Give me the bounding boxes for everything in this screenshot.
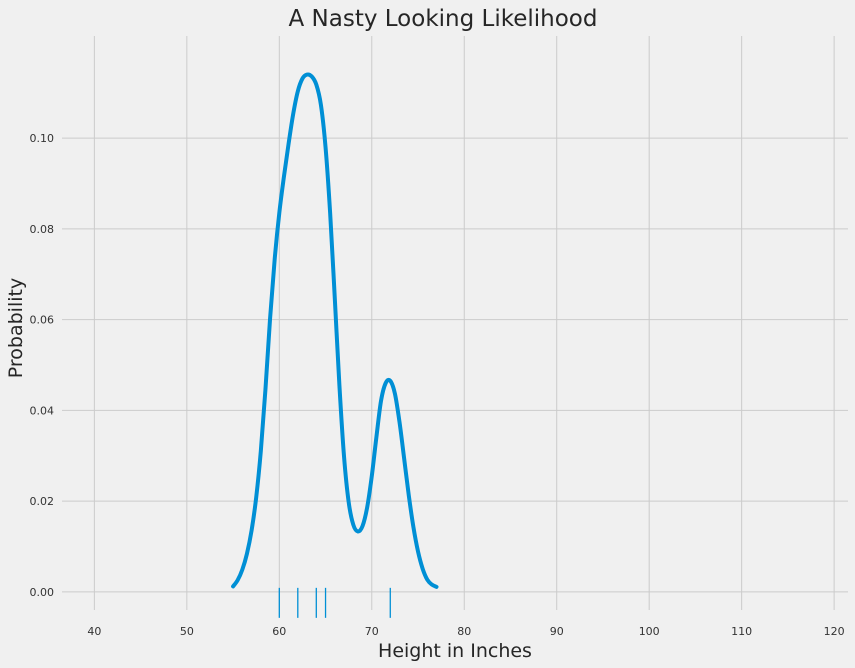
y-tick-labels: 0.00 0.02 0.04 0.06 0.08 0.10	[30, 132, 55, 599]
x-tick-label: 120	[824, 625, 845, 638]
y-tick-label: 0.02	[30, 495, 55, 508]
y-tick-label: 0.10	[30, 132, 55, 145]
chart-title: A Nasty Looking Likelihood	[289, 6, 598, 32]
gridlines	[62, 36, 848, 610]
y-tick-label: 0.08	[30, 223, 55, 236]
x-tick-label: 40	[87, 625, 101, 638]
y-tick-label: 0.00	[30, 586, 55, 599]
likelihood-curve	[231, 72, 439, 589]
x-tick-label: 100	[639, 625, 660, 638]
y-tick-label: 0.06	[30, 314, 55, 327]
x-tick-label: 110	[731, 625, 752, 638]
x-tick-label: 80	[457, 625, 471, 638]
x-tick-label: 60	[272, 625, 286, 638]
x-tick-labels: 40 50 60 70 80 90 100 110 120	[87, 625, 844, 638]
x-axis-title: Height in Inches	[378, 640, 532, 662]
series-layer	[231, 72, 439, 589]
rug-marks	[278, 587, 391, 618]
x-tick-label: 90	[550, 625, 564, 638]
x-tick-label: 50	[180, 625, 194, 638]
y-tick-label: 0.04	[30, 404, 55, 417]
x-tick-label: 70	[365, 625, 379, 638]
y-axis-title: Probability	[5, 278, 27, 378]
